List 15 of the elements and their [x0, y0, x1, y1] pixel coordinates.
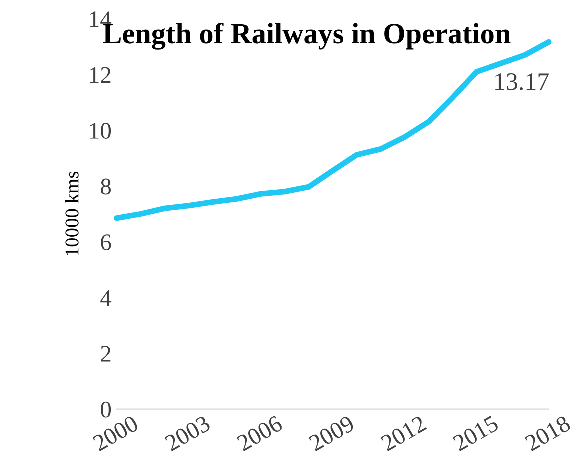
x-tick-label: 2009	[308, 415, 356, 452]
y-tick-label: 0	[101, 402, 112, 418]
annotation: 13.17	[496, 74, 549, 90]
y-tick-label: 10	[90, 123, 112, 139]
x-tick-label: 2003	[164, 415, 212, 452]
y-axis-title: 10000 kms	[65, 172, 79, 256]
y-tick-label: 2	[101, 346, 111, 362]
y-tick-label: 6	[101, 234, 112, 251]
x-tick-label: 2015	[452, 415, 500, 452]
y-tick-label: 8	[101, 178, 112, 195]
y-tick-label: 4	[100, 290, 112, 306]
y-tick-label: 12	[90, 67, 111, 83]
x-tick-label: 2012	[380, 415, 428, 452]
x-tick-label: 2018	[524, 415, 572, 452]
x-tick-label: 2006	[236, 415, 284, 452]
